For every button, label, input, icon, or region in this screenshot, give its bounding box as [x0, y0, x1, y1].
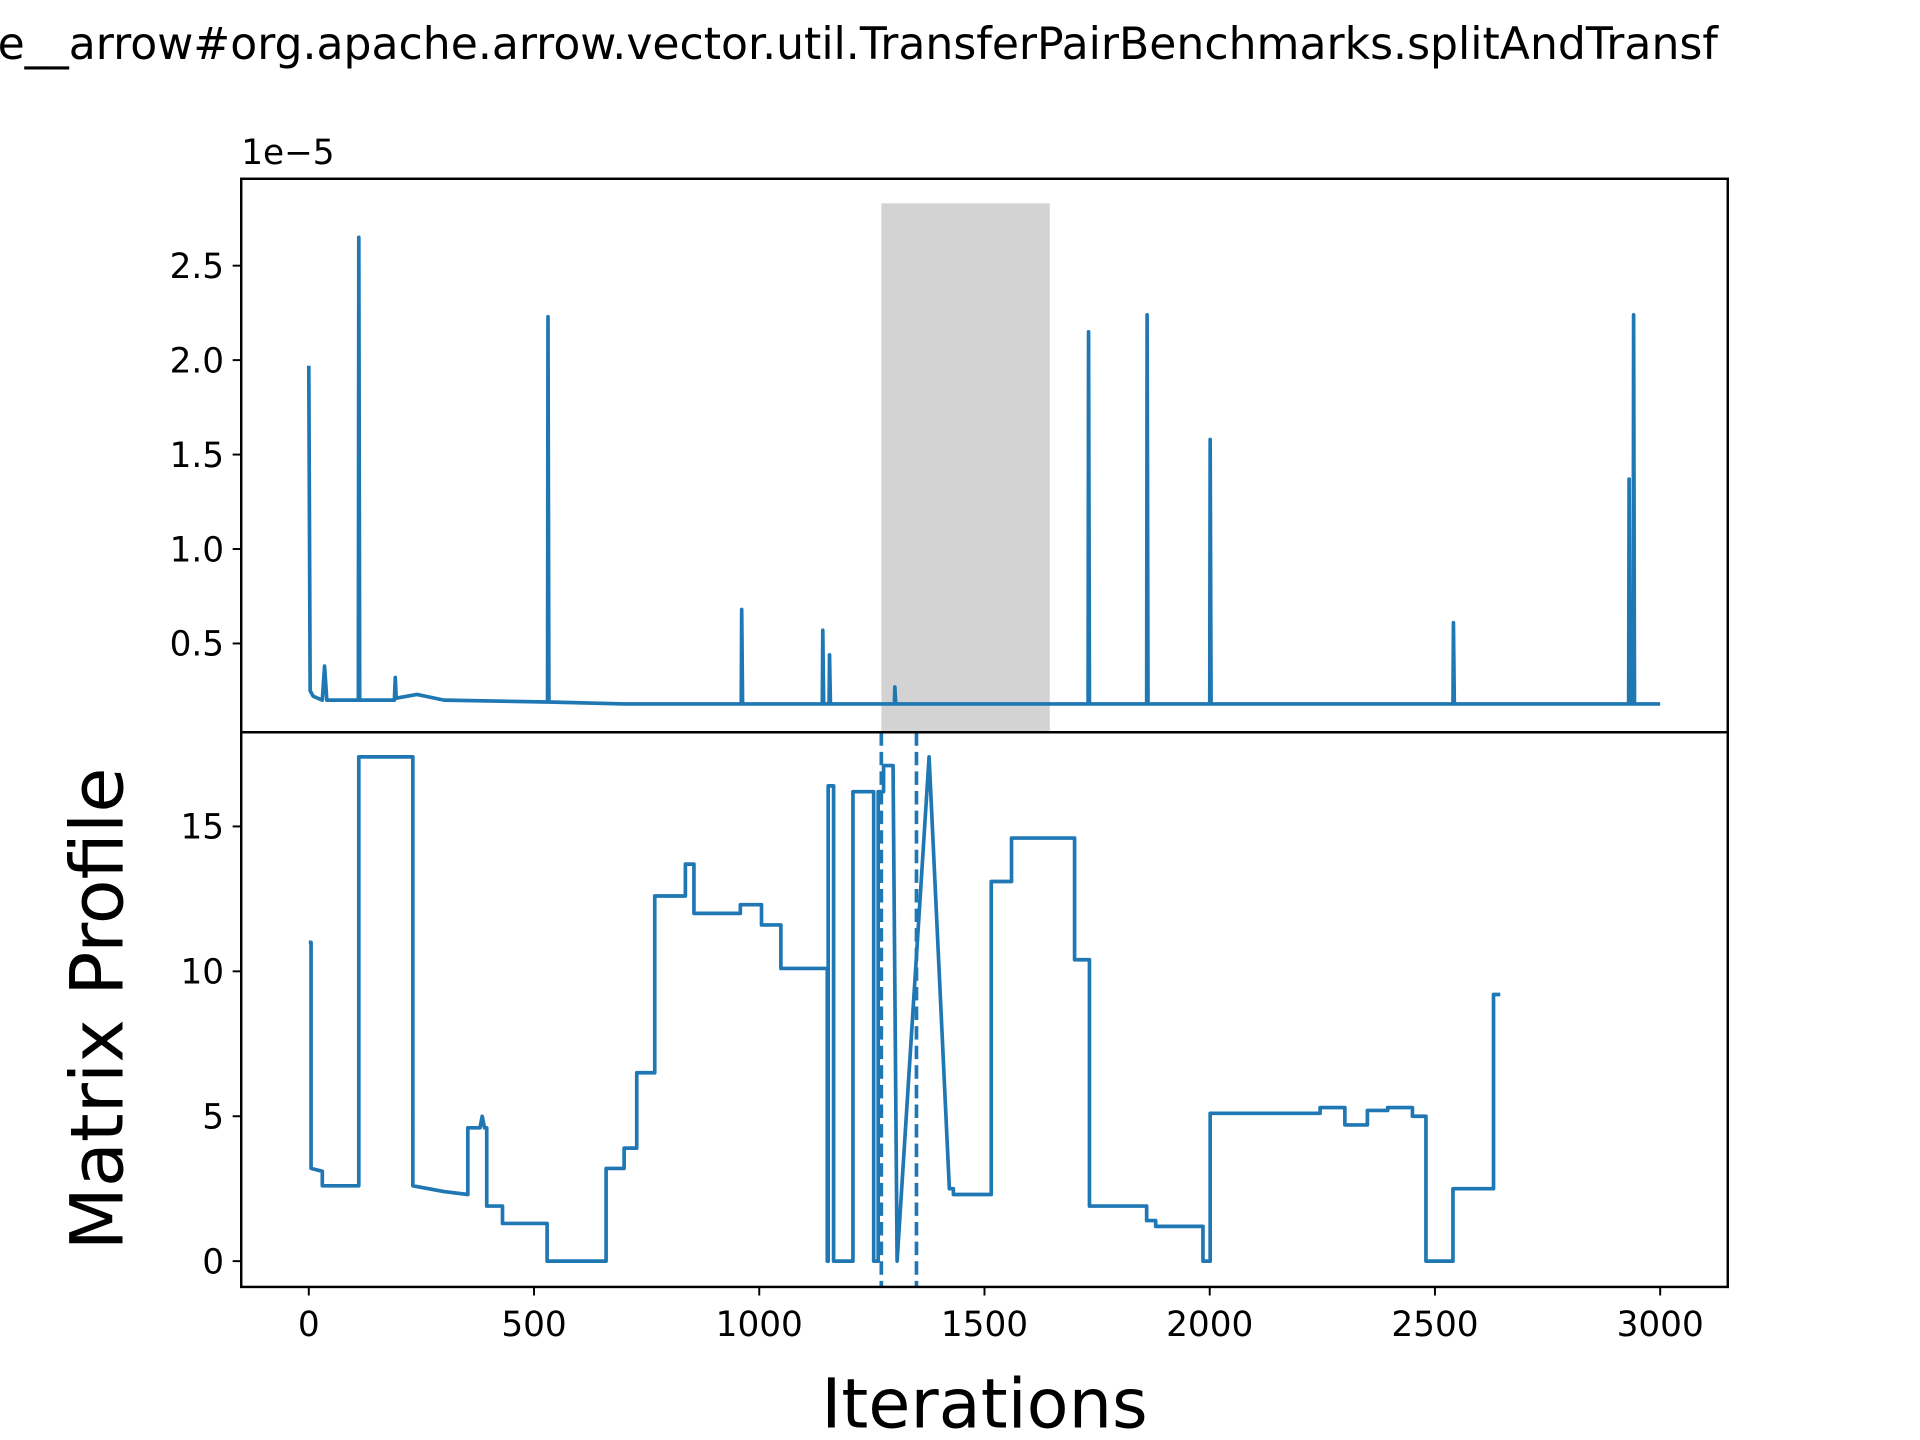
y-tick-label: 2.0: [170, 341, 225, 381]
x-tick-label: 3000: [1617, 1305, 1704, 1345]
plot-area: [306, 203, 1661, 733]
y-offset-label: 1e−5: [241, 133, 334, 173]
x-tick-label: 500: [501, 1305, 566, 1345]
plot-area: [308, 755, 1501, 1263]
y-tick-label: 5: [202, 1097, 224, 1137]
y-tick-label: 0: [202, 1242, 224, 1282]
y-tick-label: 1.0: [170, 530, 225, 570]
y-tick-label: 0.5: [170, 625, 225, 665]
data-line: [306, 235, 1661, 706]
x-axis-label: Iterations: [821, 1365, 1148, 1440]
axes-frame: [240, 731, 1729, 1289]
x-tick-label: 2000: [1166, 1305, 1253, 1345]
y-tick-label: 1.5: [170, 436, 225, 476]
x-tick-label: 0: [298, 1305, 320, 1345]
y-tick-label: 2.5: [170, 247, 225, 287]
x-tick-label: 1500: [941, 1305, 1028, 1345]
x-tick-label: 1000: [716, 1305, 803, 1345]
y-tick-label: 15: [180, 808, 224, 848]
chart-title: e__arrow#org.apache.arrow.vector.util.Tr…: [0, 19, 1719, 70]
x-tick-label: 2500: [1391, 1305, 1478, 1345]
data-line: [308, 755, 1501, 1263]
shaded-span: [881, 203, 1050, 733]
y-axis-label: Matrix Profile: [55, 767, 140, 1250]
y-tick-label: 10: [180, 953, 224, 993]
